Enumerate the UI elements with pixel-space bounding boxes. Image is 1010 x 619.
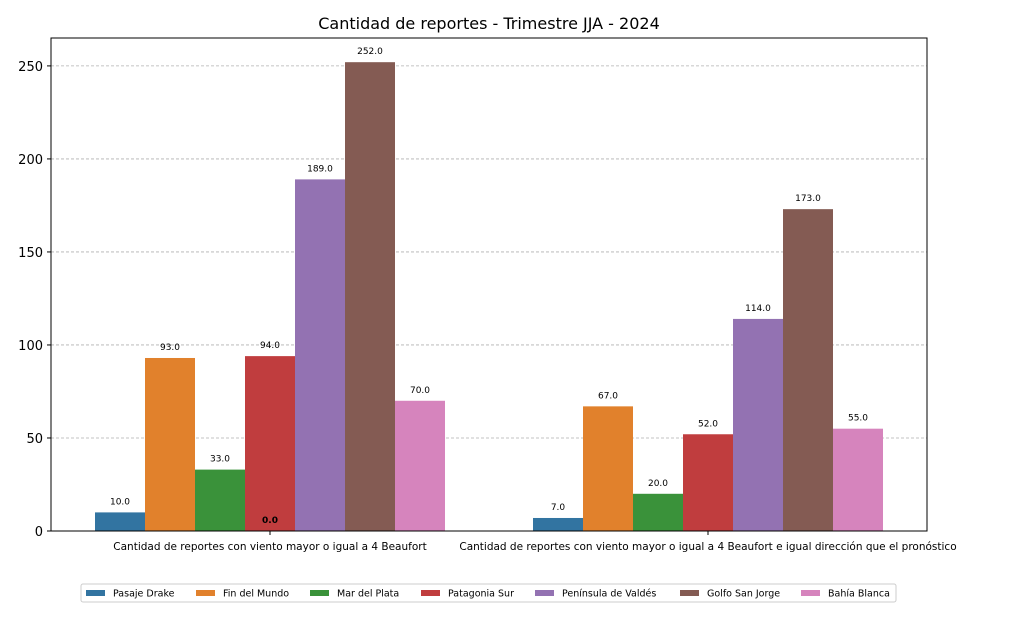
bar-value-label: 7.0 xyxy=(551,503,566,513)
legend-label: Fin del Mundo xyxy=(223,589,289,600)
y-tick-label: 50 xyxy=(26,432,43,447)
bar-value-label: 93.0 xyxy=(160,343,180,353)
chart-title: Cantidad de reportes - Trimestre JJA - 2… xyxy=(318,14,660,33)
legend: Pasaje Drake Fin del Mundo Mar del Plata Pa… xyxy=(80,583,897,603)
legend-swatch xyxy=(86,590,105,596)
x-tick-label: Cantidad de reportes con viento mayor o … xyxy=(113,541,426,553)
y-tick-label: 0 xyxy=(35,525,43,540)
legend-swatch xyxy=(801,590,820,596)
bar xyxy=(533,517,583,531)
legend-label: Pasaje Drake xyxy=(113,589,175,600)
bar xyxy=(95,512,145,531)
bar-value-label: 70.0 xyxy=(410,386,430,396)
bar-value-label: 52.0 xyxy=(698,419,718,429)
bar-value-label: 114.0 xyxy=(745,304,771,314)
bar xyxy=(195,469,245,531)
bar xyxy=(783,209,833,531)
bar-value-label: 173.0 xyxy=(795,194,821,204)
bar xyxy=(633,493,683,531)
bar xyxy=(395,400,445,531)
plot-area-frame xyxy=(50,37,928,532)
y-tick-label: 150 xyxy=(18,246,43,261)
x-axis: Cantidad de reportes con viento mayor o … xyxy=(113,531,957,553)
bar-value-label: 10.0 xyxy=(110,497,130,507)
bar xyxy=(583,406,633,531)
y-tick-label: 100 xyxy=(18,339,43,354)
legend-box xyxy=(80,583,897,603)
bar xyxy=(295,179,345,531)
legend-swatch xyxy=(421,590,440,596)
bar-value-label: 67.0 xyxy=(598,391,618,401)
y-tick-label: 250 xyxy=(18,60,43,75)
legend-label: Mar del Plata xyxy=(337,589,399,600)
bar xyxy=(833,428,883,531)
bar xyxy=(345,62,395,531)
y-axis: 0 50 100 150 200 250 xyxy=(18,60,51,540)
bar xyxy=(683,434,733,531)
bars xyxy=(95,62,883,531)
legend-swatch xyxy=(535,590,554,596)
bar-value-label: 33.0 xyxy=(210,455,230,465)
legend-label: Península de Valdés xyxy=(562,589,656,600)
legend-swatch xyxy=(680,590,699,596)
bar-value-label: 189.0 xyxy=(307,164,333,174)
legend-label: Golfo San Jorge xyxy=(707,589,780,600)
extra-zero-label: 0.0 xyxy=(262,516,278,526)
x-tick-label: Cantidad de reportes con viento mayor o … xyxy=(459,541,956,553)
bar xyxy=(245,356,295,531)
data-labels: 10.0 93.0 33.0 94.0 189.0 252.0 70.0 7.0 67.0 20.… xyxy=(110,47,868,526)
y-tick-label: 200 xyxy=(18,153,43,168)
bar-value-label: 94.0 xyxy=(260,341,280,351)
legend-label: Bahía Blanca xyxy=(828,589,890,600)
legend-swatch xyxy=(196,590,215,596)
legend-swatch xyxy=(310,590,329,596)
bar xyxy=(145,357,195,531)
bar-value-label: 55.0 xyxy=(848,414,868,424)
bar xyxy=(733,318,783,531)
legend-label: Patagonia Sur xyxy=(448,589,514,600)
bar-value-label: 252.0 xyxy=(357,47,383,57)
bar-value-label: 20.0 xyxy=(648,479,668,489)
